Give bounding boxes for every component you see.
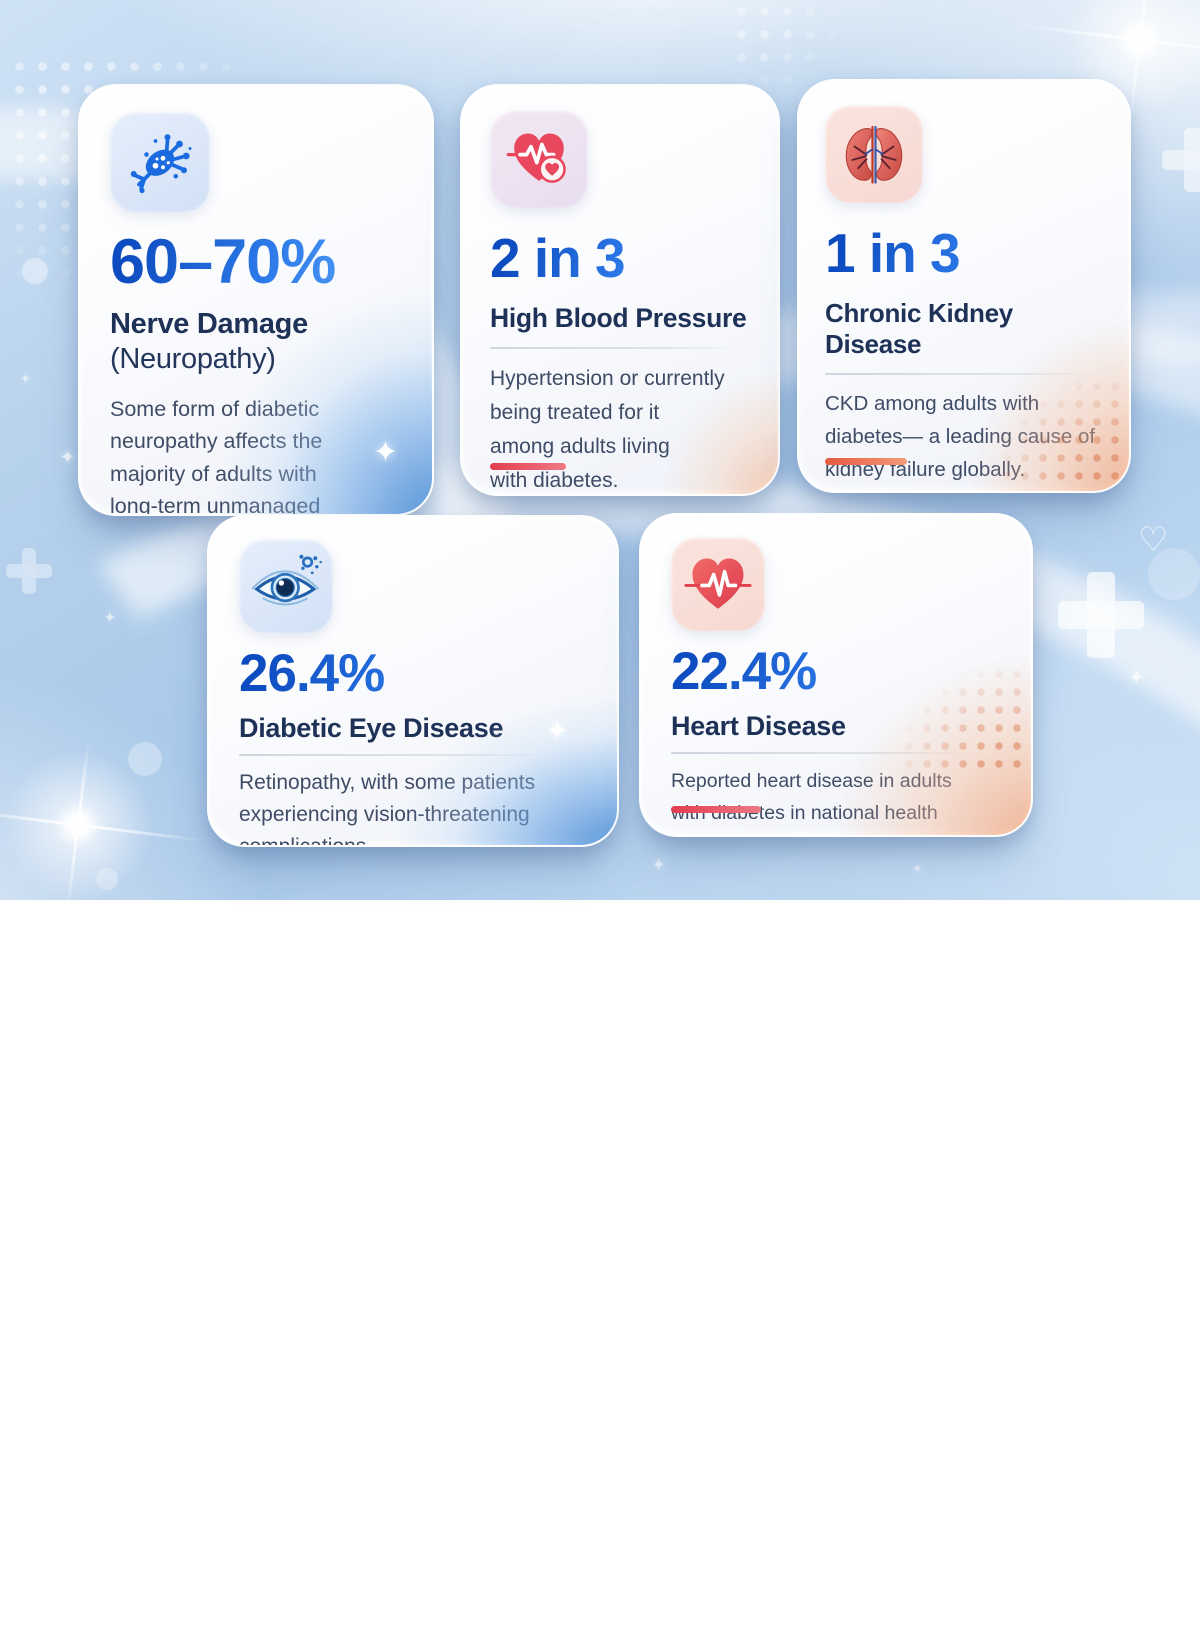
orange-corner-glow [931, 277, 1129, 491]
bokeh-circle [1148, 548, 1200, 600]
card-high-blood-pressure: 2 in 3 High Blood Pressure Hypertension … [460, 84, 780, 496]
infographic-canvas: ✦ ✦ ✦ ✦ ✦ ✦ ✦ ♡ ✦ [0, 0, 1200, 900]
accent-underline [671, 806, 761, 813]
bokeh-circle [96, 868, 118, 890]
card-nerve-damage: ✦ 60–70% Nerve Damage (Neuropathy [78, 84, 434, 516]
card-heart-disease: 22.4% Heart Disease Reported heart disea… [639, 513, 1033, 837]
bokeh-circle [22, 258, 48, 284]
sparkle-icon: ✦ [20, 371, 31, 386]
sparkle-icon: ✦ [652, 857, 666, 874]
dot-pattern [998, 377, 1123, 487]
heart-outline-icon: ♡ [1138, 521, 1169, 559]
blue-corner-glow [372, 681, 617, 845]
sparkle-icon: ✦ [1128, 667, 1145, 689]
blue-corner-glow [192, 265, 432, 514]
dot-pattern [900, 665, 1025, 775]
orange-corner-glow [635, 338, 778, 494]
stat-value: 1 in 3 [825, 221, 1103, 285]
plus-icon [6, 548, 52, 594]
sparkle-icon: ✦ [60, 447, 76, 467]
sparkle-icon: ✦ [912, 861, 923, 876]
card-chronic-kidney-disease: 1 in 3 Chronic Kidney Disease CKD among … [797, 79, 1131, 493]
eye-icon [239, 539, 333, 633]
sparkle-icon: ✦ [104, 609, 116, 625]
plus-icon [1058, 572, 1144, 658]
orange-corner-glow [789, 611, 1031, 835]
accent-underline [825, 458, 907, 465]
stat-value: 2 in 3 [490, 226, 750, 290]
card-title: High Blood Pressure [490, 303, 747, 333]
card-diabetic-eye-disease: ✦ 26.4% Diabetic Eye Disease Retinopathy… [207, 515, 619, 847]
stat-value: 26.4% [239, 643, 587, 704]
lens-flare [0, 695, 208, 955]
sparkle-icon: ✦ [372, 436, 398, 469]
plus-icon [1162, 128, 1200, 192]
dot-pattern [730, 0, 840, 90]
sparkle-icon: ✦ [545, 715, 569, 746]
bokeh-circle [128, 742, 162, 776]
heart-pulse-icon [671, 537, 765, 631]
divider [490, 347, 740, 349]
accent-underline [490, 463, 566, 470]
heart-pulse-badge-icon [490, 110, 588, 208]
neuron-icon [110, 112, 210, 212]
kidneys-icon [825, 105, 923, 203]
